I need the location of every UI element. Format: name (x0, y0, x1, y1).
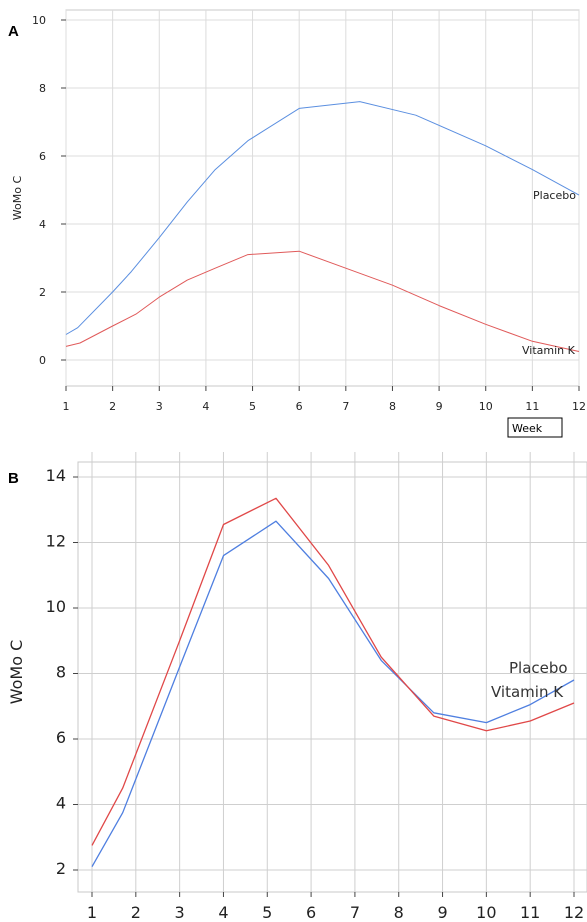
panel-letter-a: A (8, 23, 19, 40)
series-label-vitamin-k-b: Vitamin K (491, 683, 564, 701)
series-label-vitamin-k-a: Vitamin K (522, 344, 576, 357)
series-line-placebo (91, 520, 575, 868)
x-tick-label: 4 (202, 400, 209, 413)
series-b: Placebo Vitamin K (91, 497, 575, 868)
y-tick-label: 8 (56, 663, 66, 682)
series-label-placebo-b: Placebo (509, 659, 568, 677)
y-tick-label: 6 (39, 150, 46, 163)
x-tick-label: 7 (342, 400, 349, 413)
x-tick-label: 6 (306, 903, 316, 922)
x-tick-label: 8 (389, 400, 396, 413)
x-tick-label: 6 (296, 400, 303, 413)
x-axis-label-a: Week (512, 422, 543, 435)
y-tick-label: 2 (39, 286, 46, 299)
series-a: Placebo Vitamin K (65, 101, 580, 357)
y-axis-label-b: WoMo C (7, 640, 26, 705)
x-tick-label: 11 (525, 400, 539, 413)
y-tick-label: 0 (39, 354, 46, 367)
series-line-vitamin-k (65, 250, 580, 352)
x-tick-label: 11 (520, 903, 540, 922)
x-axis-label-box-a (507, 417, 563, 438)
y-tick-label: 4 (39, 218, 46, 231)
x-tick-label: 5 (262, 903, 272, 922)
x-tick-label: 3 (156, 400, 163, 413)
x-tick-label: 4 (218, 903, 228, 922)
grid-b (78, 452, 587, 892)
x-tick-label: 7 (350, 903, 360, 922)
x-tick-label: 9 (436, 400, 443, 413)
x-tick-label: 9 (437, 903, 447, 922)
x-tick-label: 8 (394, 903, 404, 922)
y-tick-label: 10 (32, 14, 46, 27)
x-tick-label: 10 (479, 400, 493, 413)
x-tick-label: 5 (249, 400, 256, 413)
x-tick-label: 12 (572, 400, 586, 413)
y-tick-label: 6 (56, 728, 66, 747)
y-tick-label: 4 (56, 794, 66, 813)
series-line-vitamin-k (91, 497, 575, 846)
x-tick-label: 1 (63, 400, 70, 413)
grid-a (65, 10, 580, 386)
x-tick-label: 12 (564, 903, 584, 922)
y-tick-label: 14 (46, 466, 66, 485)
plot-frame-b (77, 461, 587, 893)
panel-letter-b: B (8, 470, 19, 487)
y-tick-label: 2 (56, 859, 66, 878)
x-tick-label: 2 (109, 400, 116, 413)
series-line-placebo (65, 101, 580, 335)
y-axis-label-a: WoMo C (11, 176, 24, 221)
plot-frame-a (65, 9, 580, 387)
y-tick-label: 8 (39, 82, 46, 95)
y-tick-label: 12 (46, 532, 66, 551)
x-tick-label: 3 (175, 903, 185, 922)
x-tick-label: 1 (87, 903, 97, 922)
x-tick-label: 10 (476, 903, 496, 922)
x-tick-label: 2 (131, 903, 141, 922)
y-tick-label: 10 (46, 597, 66, 616)
series-label-placebo-a: Placebo (533, 189, 576, 202)
